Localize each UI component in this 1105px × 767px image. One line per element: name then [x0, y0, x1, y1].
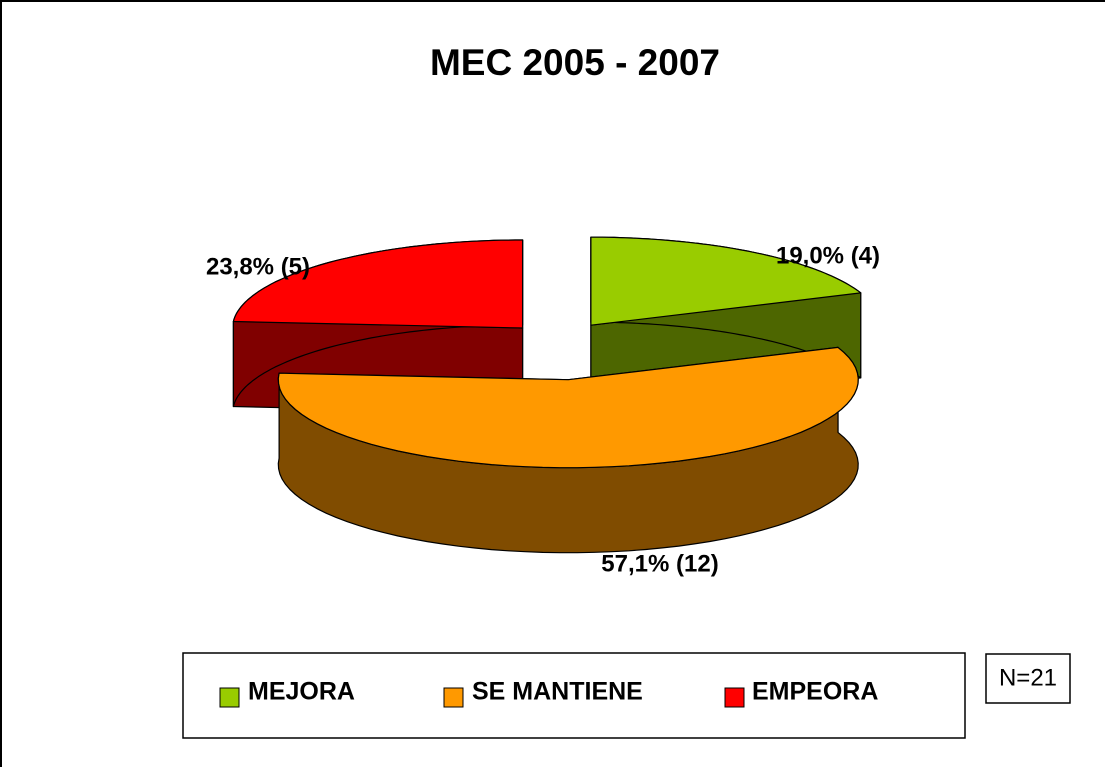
data-label: 19,0% (4)	[776, 242, 880, 269]
data-label: 57,1% (12)	[601, 550, 718, 577]
legend-label: SE MANTIENE	[472, 678, 643, 706]
legend-box	[182, 652, 966, 739]
legend-label: EMPEORA	[752, 678, 878, 706]
legend-swatch	[443, 687, 464, 708]
chart-title: MEC 2005 - 2007	[430, 42, 720, 83]
slice-top	[232, 239, 524, 329]
slice-top	[277, 346, 859, 469]
data-label: 23,8% (5)	[206, 253, 310, 280]
legend-swatch	[219, 687, 240, 708]
legend-label: MEJORA	[248, 678, 355, 706]
legend: MEJORA SE MANTIENE EMPEORA	[219, 678, 878, 708]
annotation: N=21	[999, 664, 1057, 691]
annotation-box	[985, 653, 1071, 704]
slice-top	[590, 236, 862, 326]
pie: 19,0% (4) 57,1% (12) 23,8% (5)	[206, 236, 880, 577]
legend-swatch	[724, 687, 745, 708]
